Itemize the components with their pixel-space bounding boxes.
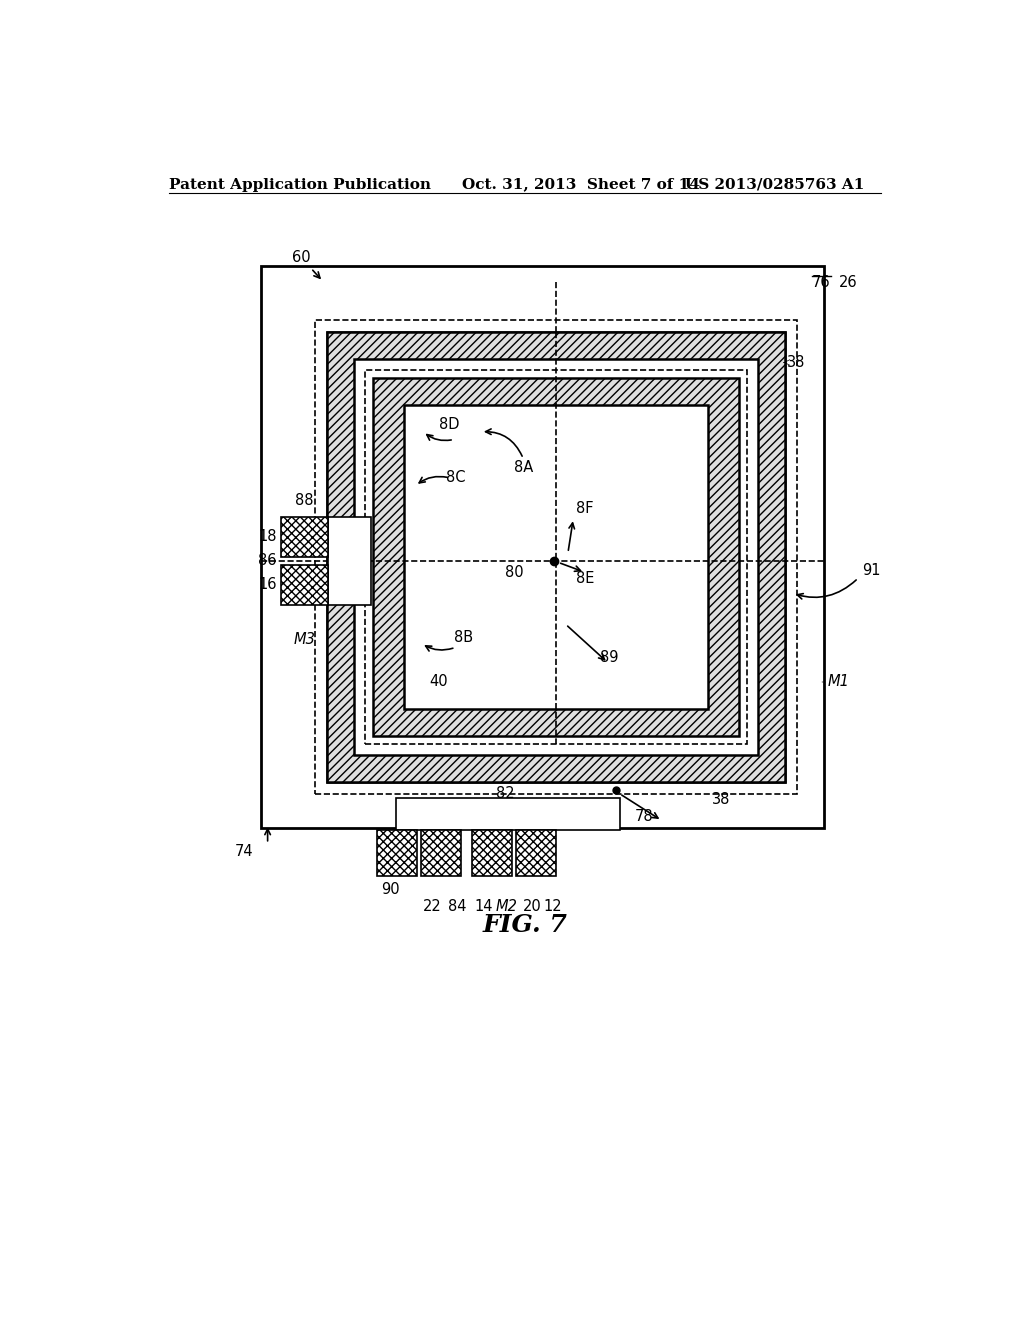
Bar: [281, 565, 329, 605]
Text: 74: 74: [236, 843, 254, 859]
Text: Patent Application Publication: Patent Application Publication: [169, 178, 431, 191]
Text: 84: 84: [447, 899, 466, 915]
Bar: [329, 517, 371, 605]
Text: 8A: 8A: [514, 461, 534, 475]
Bar: [315, 321, 797, 793]
Text: 8F: 8F: [575, 502, 593, 516]
Bar: [354, 359, 758, 755]
Text: 22: 22: [422, 899, 441, 915]
Text: 40: 40: [429, 675, 447, 689]
Text: 8C: 8C: [446, 470, 466, 486]
Text: 8D: 8D: [438, 417, 459, 432]
Text: 8B: 8B: [454, 630, 473, 645]
Text: 91: 91: [862, 562, 881, 578]
Text: 80: 80: [505, 565, 523, 579]
Text: 90: 90: [381, 882, 399, 898]
Bar: [327, 331, 785, 781]
Text: 76: 76: [812, 276, 830, 290]
Bar: [327, 331, 785, 781]
Bar: [516, 830, 556, 876]
Bar: [403, 405, 708, 709]
Bar: [396, 797, 620, 830]
Text: FIG. 7: FIG. 7: [482, 913, 567, 937]
Text: 78: 78: [635, 809, 653, 824]
Text: 86: 86: [258, 553, 276, 568]
Text: 89: 89: [600, 649, 618, 665]
Text: 14: 14: [474, 899, 493, 915]
Bar: [377, 830, 417, 876]
Text: US 2013/0285763 A1: US 2013/0285763 A1: [685, 178, 864, 191]
Bar: [472, 830, 512, 876]
Text: M1: M1: [827, 675, 849, 689]
Text: 38: 38: [712, 792, 730, 807]
Text: 20: 20: [522, 899, 542, 915]
Text: 88: 88: [295, 492, 313, 508]
Text: 16: 16: [258, 577, 276, 593]
Text: M3: M3: [294, 631, 315, 647]
Text: M2: M2: [496, 899, 517, 915]
Text: 82: 82: [496, 787, 514, 801]
Text: 60: 60: [292, 251, 319, 279]
Text: 26: 26: [839, 276, 857, 290]
Bar: [373, 378, 739, 737]
Text: 8E: 8E: [575, 570, 594, 586]
Bar: [366, 370, 746, 743]
Text: 18: 18: [258, 529, 276, 544]
Text: 12: 12: [544, 899, 562, 915]
Bar: [421, 830, 461, 876]
Text: 38: 38: [787, 355, 806, 370]
Text: Oct. 31, 2013  Sheet 7 of 14: Oct. 31, 2013 Sheet 7 of 14: [462, 178, 699, 191]
Bar: [261, 267, 823, 829]
Bar: [281, 517, 329, 557]
